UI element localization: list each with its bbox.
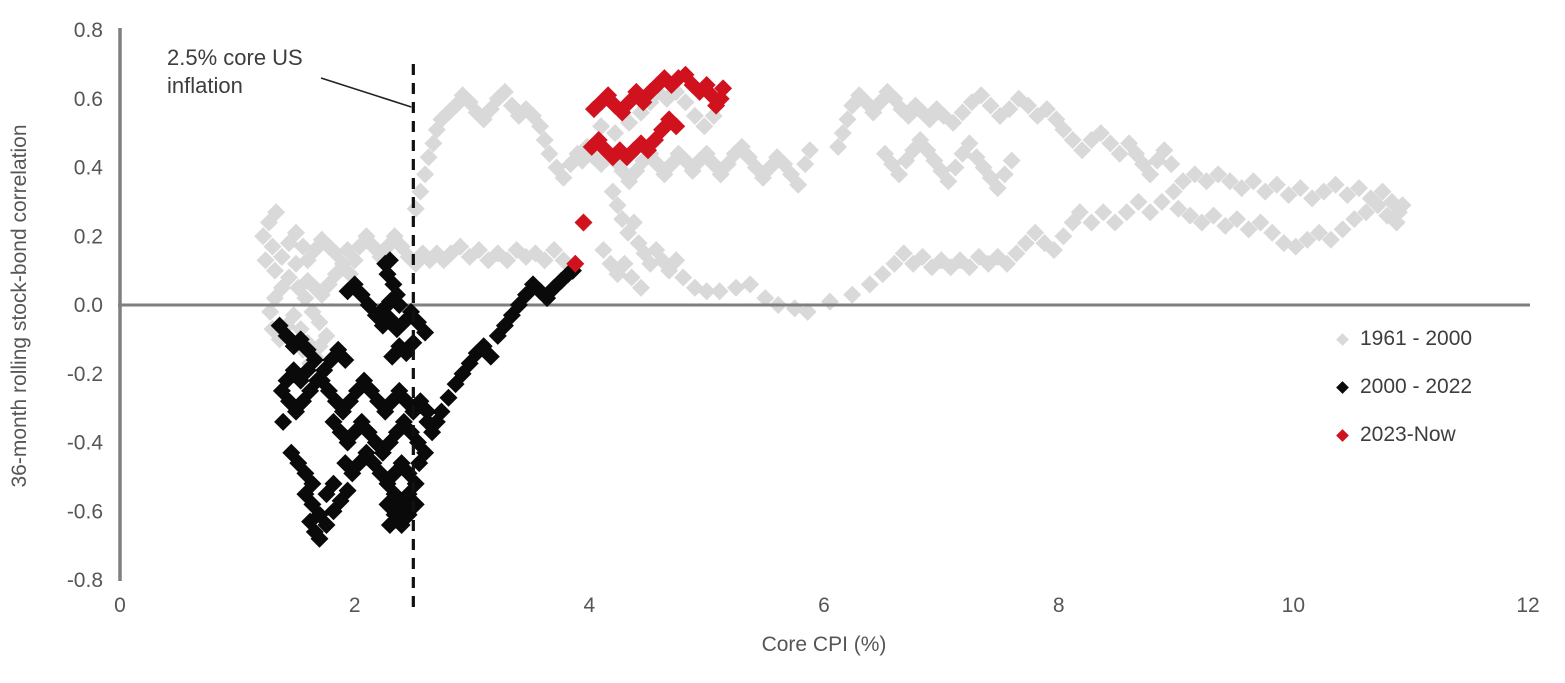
x-tick-label: 12 [1516, 594, 1539, 617]
annotation: 2.5% core US inflation [167, 44, 357, 100]
legend-item: 2023-Now [1336, 423, 1472, 447]
legend: 1961 - 2000 2000 - 2022 2023-Now [1336, 327, 1472, 447]
y-tick-label: 0.2 [74, 225, 103, 248]
annotation-line-1: 2.5% core US [167, 45, 303, 70]
series-2023-now-points [566, 65, 733, 273]
x-tick-label: 6 [818, 594, 830, 617]
y-tick-label: -0.4 [67, 432, 104, 455]
x-tick-label: 8 [1053, 594, 1065, 617]
legend-label: 2000 - 2022 [1360, 375, 1473, 398]
x-tick-label: 2 [349, 594, 361, 617]
x-tick-label: 4 [583, 594, 595, 617]
y-tick-label: 0.0 [74, 294, 103, 317]
legend-diamond-icon [1336, 332, 1349, 346]
y-tick-label: 0.6 [74, 88, 103, 111]
y-axis-title: 36-month rolling stock-bond correlation [8, 124, 31, 488]
legend-item: 1961 - 2000 [1336, 327, 1472, 351]
y-tick-label: -0.8 [67, 569, 103, 592]
series-2000-2022-points [270, 251, 582, 548]
y-tick-label: -0.2 [67, 363, 103, 386]
legend-label: 2023-Now [1360, 423, 1456, 446]
legend-label: 1961 - 2000 [1360, 327, 1473, 350]
y-tick-label: 0.8 [74, 19, 103, 42]
x-tick-label: 10 [1282, 594, 1305, 617]
annotation-leader-line [320, 77, 412, 108]
y-tick-label: -0.6 [67, 500, 103, 523]
annotation-line-2: inflation [167, 73, 243, 98]
legend-diamond-icon [1336, 380, 1349, 394]
y-tick-label: 0.4 [74, 157, 104, 180]
legend-item: 2000 - 2022 [1336, 375, 1472, 399]
x-tick-label: 0 [114, 594, 126, 617]
x-axis-title: Core CPI (%) [761, 633, 887, 656]
series-1961-2000-points [254, 82, 1412, 373]
legend-diamond-icon [1336, 428, 1349, 442]
